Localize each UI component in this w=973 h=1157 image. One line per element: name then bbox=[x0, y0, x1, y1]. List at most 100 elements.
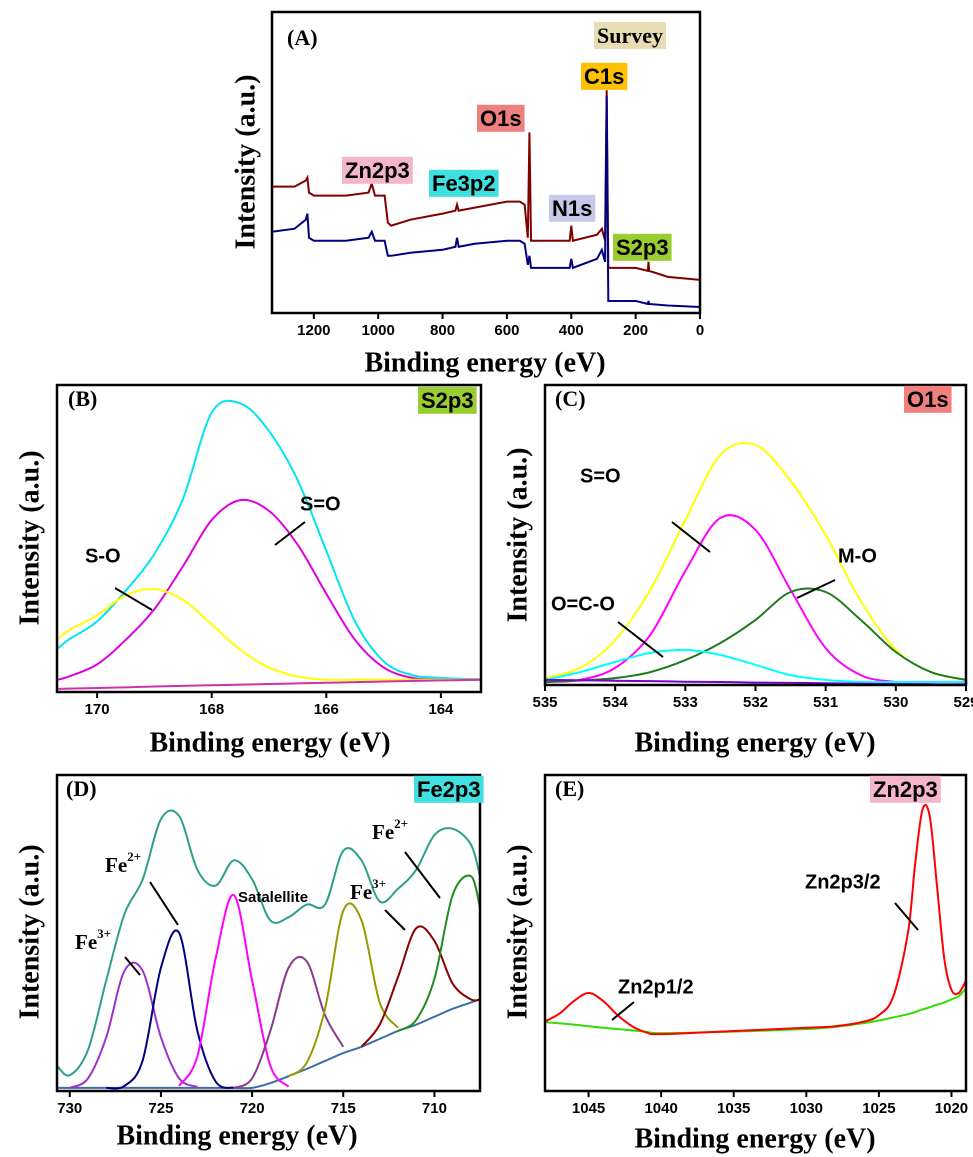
x-tick-label: 164 bbox=[428, 701, 454, 718]
x-axis-title: Binding energy (eV) bbox=[116, 1120, 357, 1151]
x-tick-label: 1020 bbox=[935, 1100, 968, 1117]
annotation-sup: 2+ bbox=[127, 849, 141, 864]
spectrum-line bbox=[397, 874, 480, 1032]
plot-area bbox=[272, 90, 700, 308]
x-tick-label: 170 bbox=[85, 701, 110, 718]
x-tick-label: 730 bbox=[57, 1100, 82, 1117]
spectrum-line bbox=[545, 987, 966, 1035]
badge-label: N1s bbox=[552, 196, 592, 221]
spectrum-line bbox=[57, 809, 480, 1077]
annotation: Satalellite bbox=[238, 889, 308, 906]
spectrum-line bbox=[57, 399, 481, 681]
plot-frame bbox=[543, 773, 968, 1093]
badge bbox=[904, 385, 952, 413]
x-tick-label: 1025 bbox=[862, 1100, 895, 1117]
plot-frame bbox=[270, 10, 702, 315]
annotation: (D) bbox=[66, 776, 97, 801]
x-axis-title: Binding energy (eV) bbox=[634, 727, 875, 758]
x-tick-label: 534 bbox=[603, 694, 629, 711]
x-axis-title: Binding energy (eV) bbox=[149, 727, 390, 758]
badge-label: S2p3 bbox=[421, 388, 474, 413]
badge-label: Fe2p3 bbox=[417, 777, 481, 802]
x-tick-label: 725 bbox=[148, 1100, 173, 1117]
y-axis-title: Intensity (a.u.) bbox=[230, 74, 261, 249]
spectrum-line bbox=[178, 894, 290, 1088]
y-axis-title: Intensity (a.u.) bbox=[14, 844, 45, 1019]
x-tick-label: 200 bbox=[623, 322, 648, 339]
x-axis-title: Binding energy (eV) bbox=[634, 1123, 875, 1154]
y-axis-title: Intensity (a.u.) bbox=[14, 450, 45, 625]
annotation: S=O bbox=[580, 465, 621, 487]
x-tick-label: 530 bbox=[883, 694, 908, 711]
badge bbox=[549, 194, 596, 222]
annotation: Zn2p1/2 bbox=[618, 976, 694, 998]
plot-area bbox=[57, 809, 480, 1090]
spectrum-line bbox=[360, 925, 480, 1048]
badge-label: Zn2p3 bbox=[345, 158, 410, 183]
annotation-sup: 3+ bbox=[97, 926, 111, 941]
annotation: Zn2p3/2 bbox=[805, 871, 881, 893]
y-axis-title: Intensity (a.u.) bbox=[502, 447, 533, 622]
spectrum-line bbox=[545, 441, 966, 681]
leader-line bbox=[274, 521, 306, 546]
badge-label: Survey bbox=[597, 23, 663, 48]
spectrum-line bbox=[57, 498, 481, 681]
x-tick-label: 1200 bbox=[297, 322, 330, 339]
badge bbox=[342, 156, 413, 184]
spectrum-line bbox=[233, 955, 345, 1089]
annotation: (E) bbox=[555, 776, 584, 801]
x-tick-label: 532 bbox=[743, 694, 768, 711]
annotation: Fe3+ bbox=[75, 926, 111, 954]
leader-line bbox=[384, 909, 406, 931]
spectrum-line bbox=[106, 929, 235, 1090]
annotation: S=O bbox=[300, 493, 341, 515]
badge bbox=[418, 386, 477, 414]
leader-line bbox=[149, 881, 179, 926]
x-tick-label: 531 bbox=[813, 694, 838, 711]
plot-area bbox=[545, 803, 966, 1036]
leader-line bbox=[617, 621, 664, 658]
spectrum-line bbox=[545, 587, 966, 683]
annotation: (C) bbox=[555, 386, 586, 411]
x-tick-label: 400 bbox=[559, 322, 584, 339]
x-tick-label: 1040 bbox=[644, 1100, 677, 1117]
badge bbox=[581, 62, 628, 90]
x-tick-label: 1035 bbox=[717, 1100, 750, 1117]
plot-area bbox=[545, 441, 966, 685]
x-tick-label: 600 bbox=[494, 322, 519, 339]
badge bbox=[429, 169, 499, 197]
x-tick-label: 533 bbox=[673, 694, 698, 711]
annotation-text: Fe bbox=[105, 853, 127, 877]
annotation-text: Fe bbox=[350, 880, 372, 904]
leader-line bbox=[796, 579, 836, 599]
x-tick-label: 166 bbox=[314, 701, 339, 718]
x-tick-label: 1000 bbox=[362, 322, 395, 339]
spectrum-line bbox=[272, 96, 700, 308]
spectrum-line bbox=[287, 902, 399, 1078]
annotation: Fe2+ bbox=[372, 816, 408, 844]
badge-label: Zn2p3 bbox=[873, 777, 938, 802]
x-tick-label: 800 bbox=[430, 322, 455, 339]
x-tick-label: 0 bbox=[696, 322, 704, 339]
annotation: Fe3+ bbox=[350, 876, 386, 904]
annotation-sup: 3+ bbox=[372, 876, 386, 891]
x-tick-label: 1045 bbox=[572, 1100, 605, 1117]
spectrum-line bbox=[69, 961, 198, 1089]
annotation: Fe2+ bbox=[105, 849, 141, 877]
spectrum-line bbox=[545, 648, 966, 684]
spectrum-line bbox=[57, 678, 481, 690]
x-axis-title: Binding energy (eV) bbox=[364, 347, 605, 378]
plot-frame bbox=[55, 383, 483, 694]
spectrum-line bbox=[57, 588, 481, 681]
x-tick-label: 1030 bbox=[790, 1100, 823, 1117]
annotation: M-O bbox=[838, 545, 877, 567]
badge-label: S2p3 bbox=[616, 235, 669, 260]
badge bbox=[870, 775, 941, 803]
badge bbox=[477, 104, 525, 132]
plot-frame bbox=[55, 773, 482, 1093]
badge-label: O1s bbox=[907, 387, 949, 412]
leader-line bbox=[894, 902, 919, 931]
y-axis-title: Intensity (a.u.) bbox=[502, 844, 533, 1019]
badge bbox=[594, 22, 666, 50]
